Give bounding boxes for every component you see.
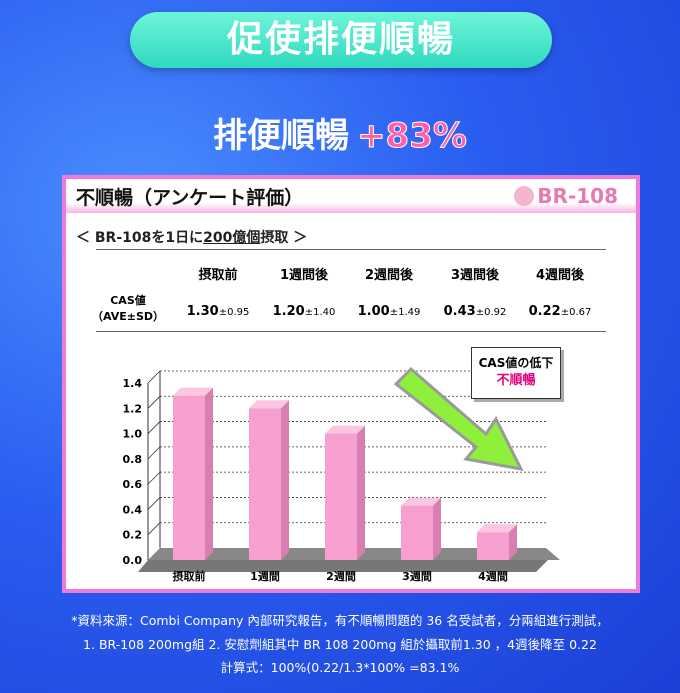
- row-label-1: CAS値: [110, 294, 146, 307]
- callout-line1: CAS値の低下: [478, 356, 554, 370]
- y-tick-label: 1.4: [123, 377, 143, 390]
- x-tick-label: 3週間: [402, 569, 432, 583]
- y-tick-label: 0.2: [123, 529, 143, 542]
- bar-top: [249, 400, 289, 409]
- chart-floor-front: [138, 560, 548, 572]
- subtitle-text: 排便順暢: [213, 116, 350, 156]
- x-tick-label: 1週間: [250, 569, 280, 583]
- logo-icon: [514, 186, 535, 206]
- table-header: 摂取前: [198, 268, 238, 283]
- gridline: [147, 421, 161, 434]
- condition-suffix: 摂取 ＞: [260, 230, 308, 246]
- row-label: CAS値 （AVE±SD）: [88, 293, 168, 325]
- bar-side: [205, 387, 213, 560]
- card-title: 不順暢（アンケート評価）: [66, 179, 636, 213]
- row-label-2: （AVE±SD）: [91, 310, 165, 323]
- gridline: [147, 497, 161, 510]
- divider: [96, 331, 606, 332]
- y-tick-label: 1.0: [123, 428, 143, 441]
- table-cell: 1.30±0.95: [186, 304, 250, 319]
- x-tick-label: 摂取前: [173, 569, 206, 583]
- table-header: 3週間後: [450, 268, 500, 283]
- gridline: [147, 396, 161, 409]
- divider: [96, 249, 606, 250]
- bar: [249, 408, 281, 560]
- brand-logo: BR-108: [514, 184, 618, 208]
- table-cell: 0.43±0.92: [443, 304, 507, 319]
- footnote-line2: 1. BR-108 200mg組 2. 安慰劑組其中 BR 108 200mg …: [83, 637, 597, 652]
- y-tick-label: 1.2: [123, 402, 143, 415]
- result-card: 不順暢（アンケート評価） BR-108 ＜ BR-108を1日に200億個摂取 …: [62, 175, 640, 593]
- bar: [477, 532, 509, 560]
- table-cell: 1.00±1.49: [357, 304, 421, 319]
- bar-side: [509, 524, 517, 560]
- gridline: [147, 522, 161, 535]
- improvement-percent: +83%: [357, 116, 468, 157]
- y-tick-label: 0.0: [123, 554, 143, 567]
- bar-top: [325, 425, 365, 434]
- condition-text: ＜ BR-108を1日に200億個摂取 ＞: [76, 227, 307, 247]
- headline-banner: 促使排便順暢: [130, 12, 552, 68]
- bar-top: [401, 497, 441, 506]
- bar-chart: 0.0 0.2 0.4 0.6 0.8 1.0 1.2 1.4 摂取前 1週間 2週間 3週間 4週間: [123, 366, 560, 583]
- y-tick-label: 0.4: [123, 503, 143, 516]
- table-cell: 1.20±1.40: [272, 304, 336, 319]
- bar-top: [477, 524, 517, 533]
- bar-side: [433, 497, 441, 560]
- subtitle: 排便順暢 +83%: [0, 108, 680, 157]
- condition-dose: 200億個: [203, 230, 261, 246]
- table-cell: 0.22±0.67: [528, 304, 592, 319]
- x-tick-label: 2週間: [326, 569, 356, 583]
- table-header: 1週間後: [279, 268, 329, 283]
- bar-side: [357, 425, 365, 560]
- bar-top: [173, 387, 213, 396]
- condition-prefix: ＜ BR-108を1日に: [76, 230, 204, 246]
- gridline: [147, 446, 161, 460]
- gridline: [147, 370, 161, 384]
- bar: [325, 433, 357, 560]
- bar: [401, 505, 433, 560]
- gridline: [147, 471, 161, 485]
- callout-line2: 不順暢: [496, 373, 536, 388]
- table-header: 4週間後: [535, 268, 585, 283]
- footnote-line1: *資料來源：Combi Company 內部研究報告，有不順暢問題的 36 名受…: [71, 613, 609, 628]
- footnote-line3: 計算式：100%(0.22/1.3*100% =83.1%: [220, 660, 460, 675]
- x-tick-label: 4週間: [478, 569, 508, 583]
- bar-side: [281, 400, 289, 560]
- bar: [173, 395, 205, 560]
- table-header: 2週間後: [364, 268, 414, 283]
- trend-arrow: [393, 366, 524, 472]
- y-tick-label: 0.8: [123, 453, 143, 466]
- callout-box: CAS値の低下 不順暢: [471, 347, 561, 399]
- y-tick-label: 0.6: [123, 478, 143, 491]
- logo-text: BR-108: [537, 184, 618, 208]
